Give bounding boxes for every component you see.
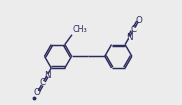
Text: N: N [44, 71, 50, 80]
Text: O: O [34, 88, 41, 97]
Text: O: O [136, 16, 143, 25]
Text: N: N [126, 33, 132, 42]
Text: C: C [130, 25, 137, 34]
Text: CH₃: CH₃ [73, 25, 88, 34]
Text: C: C [40, 78, 46, 87]
